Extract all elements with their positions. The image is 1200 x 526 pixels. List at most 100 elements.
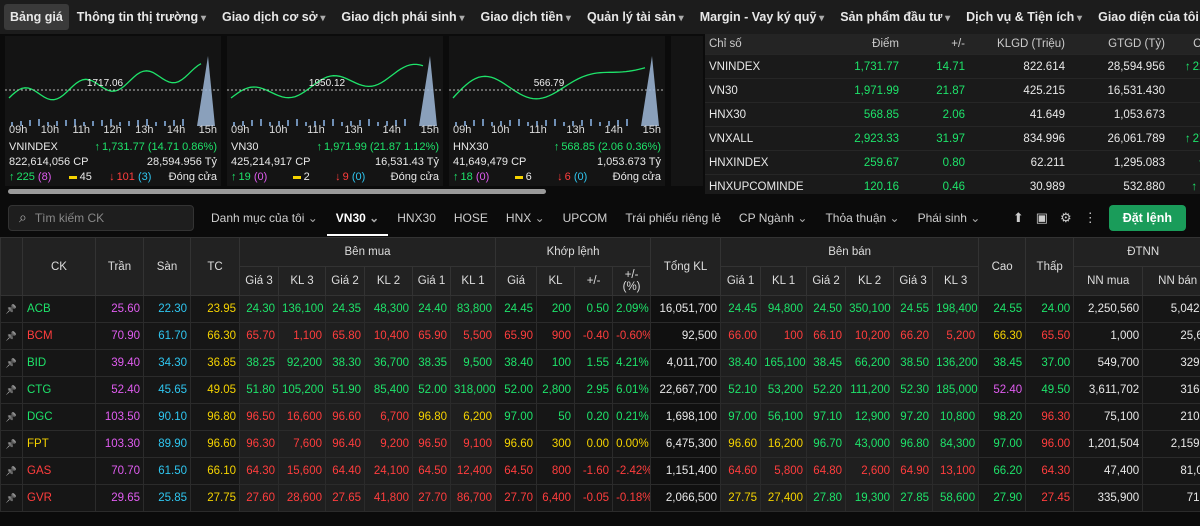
tab[interactable]: HOSE [453, 210, 488, 225]
stock-row[interactable]: GVR29.6525.8527.7527.6028,60027.6541,800… [0, 484, 1200, 512]
index-cell: 2.06 [903, 102, 969, 127]
stock-cell: 86,700 [449, 484, 497, 512]
stock-cell: 52.00 [495, 376, 538, 404]
flat-count: 6 [515, 171, 532, 183]
toolbar: Tìm kiếm CK Danh mục của tôiVN30 HNX30 HOSE… [0, 199, 1200, 236]
stock-cell: 96.30 [239, 430, 279, 458]
stock-cell: 13,100 [932, 457, 980, 485]
nav-item[interactable]: Giao dịch cơ sở [214, 4, 333, 30]
tool-icon[interactable]: ⋮ [1083, 209, 1097, 225]
stock-cell: 52.40 [95, 376, 144, 404]
volume: 41,649,479 CP [453, 156, 527, 168]
tab[interactable]: HNX [497, 200, 554, 236]
scrollbar[interactable] [8, 189, 546, 194]
time-label: 09h [9, 124, 28, 136]
search-box[interactable]: Tìm kiếm CK [8, 204, 194, 231]
pin-icon[interactable] [0, 484, 23, 512]
pin-icon[interactable] [0, 376, 23, 404]
tab[interactable]: Trái phiếu riêng lẻ [625, 210, 721, 225]
pin-icon[interactable] [0, 295, 23, 323]
group-header: Cao [978, 237, 1027, 296]
stock-cell: 51.90 [325, 376, 365, 404]
stock-cell: 52.10 [720, 376, 762, 404]
stock-row[interactable]: CTG52.4045.6549.0551.80105,20051.9085,40… [0, 376, 1200, 404]
pin-icon[interactable] [0, 349, 23, 377]
volume-spike [197, 56, 215, 126]
stock-cell: 70.90 [95, 322, 144, 350]
stock-cell: 52.40 [978, 376, 1027, 404]
volume-spike [419, 56, 437, 126]
pin-icon[interactable] [0, 322, 23, 350]
volume-bar [233, 122, 235, 126]
stock-cell: 1,151,400 [650, 457, 722, 485]
tab[interactable]: Danh mục của tôi [202, 200, 327, 236]
volume-bar [482, 119, 484, 126]
time-label: 10h [269, 124, 288, 136]
stock-symbol: FPT [22, 430, 96, 458]
stock-row[interactable]: DGC103.5090.1096.8096.5016,60096.606,700… [0, 403, 1200, 431]
stock-cell: 65.90 [412, 322, 451, 350]
advances: 18 (0) [453, 171, 489, 183]
stock-cell: 25,60 [1142, 322, 1200, 350]
pin-icon[interactable] [0, 403, 23, 431]
tab[interactable]: Thỏa thuận [816, 200, 908, 236]
up-count: 225 [1185, 61, 1200, 73]
nav-item[interactable]: Thông tin thị trường [69, 4, 214, 30]
mini-chart: 1950.12 [227, 56, 443, 126]
stock-row[interactable]: ACB25.6022.3023.9524.30136,10024.3548,30… [0, 295, 1200, 323]
tool-icon[interactable]: ⬆ [1012, 209, 1024, 225]
stock-cell: 64.80 [806, 457, 847, 485]
group-header: ĐTNN [1073, 237, 1200, 267]
volume-bar [101, 120, 103, 126]
stock-cell: 43,000 [845, 430, 895, 458]
stock-row[interactable]: GAS70.7061.5066.1064.3015,60064.4024,100… [0, 457, 1200, 485]
tool-icon[interactable]: ▣ [1035, 209, 1049, 225]
volume-bar [314, 121, 316, 126]
stock-cell: 103.30 [95, 430, 144, 458]
tab[interactable]: HNX30 [397, 210, 436, 225]
stock-cell: -0.40 [574, 322, 614, 350]
stock-cell: 27.75 [190, 484, 240, 512]
stock-row[interactable]: BID39.4034.3036.8538.2592,20038.3036,700… [0, 349, 1200, 377]
volume-bar [287, 120, 289, 126]
nav-item[interactable]: Margin - Vay ký quỹ [692, 4, 833, 30]
pin-icon[interactable] [0, 457, 23, 485]
nav-item[interactable]: Giao dịch tiền [472, 4, 578, 30]
pin-icon[interactable] [0, 430, 23, 458]
stock-cell: 27,400 [760, 484, 808, 512]
nav-item[interactable]: Sản phẩm đầu tư [832, 4, 958, 30]
tab[interactable]: UPCOM [562, 210, 608, 225]
stock-cell: 52.30 [893, 376, 934, 404]
sub-header: Giá 2 [806, 266, 847, 296]
stock-cell: 800 [536, 457, 576, 485]
tab[interactable]: VN30 [326, 200, 389, 236]
sub-header: KL 1 [449, 266, 497, 296]
stock-cell: 96.60 [495, 430, 538, 458]
stock-cell: -0.18% [612, 484, 652, 512]
stock-cell: 200 [536, 295, 576, 323]
volume: 822,614,056 CP [9, 156, 89, 168]
nav-item[interactable]: Giao dịch phái sinh [333, 4, 472, 30]
stock-cell: 111,200 [845, 376, 895, 404]
tool-icon[interactable]: ⚙ [1060, 209, 1072, 225]
nav-item[interactable]: Giao diện của tôi [1090, 4, 1200, 30]
index-body: VNINDEX1,731.7714.71822.61428,594.956225… [705, 54, 1200, 194]
stock-cell: 1,698,100 [650, 403, 722, 431]
nav-item[interactable]: Quản lý tài sản [579, 4, 692, 30]
stock-row[interactable]: BCM70.9061.7066.3065.701,10065.8010,4006… [0, 322, 1200, 350]
volume-bar [377, 122, 379, 126]
nav-item[interactable]: Bảng giá [4, 4, 69, 30]
nav-item[interactable]: Dịch vụ & Tiện ích [958, 4, 1090, 30]
time-label: 13h [135, 124, 154, 136]
stock-cell: 96.80 [190, 403, 240, 431]
tab[interactable]: Phái sinh [909, 200, 990, 236]
index-change: 1,971.99 (21.87 1.12%) [317, 141, 439, 153]
volume-bar [563, 122, 565, 126]
stock-row[interactable]: FPT103.3089.9096.6096.307,60096.409,2009… [0, 430, 1200, 458]
tab[interactable]: CP Ngành [730, 200, 817, 236]
order-button[interactable]: Đặt lệnh [1108, 204, 1186, 231]
floor-count: (3) [137, 171, 152, 183]
